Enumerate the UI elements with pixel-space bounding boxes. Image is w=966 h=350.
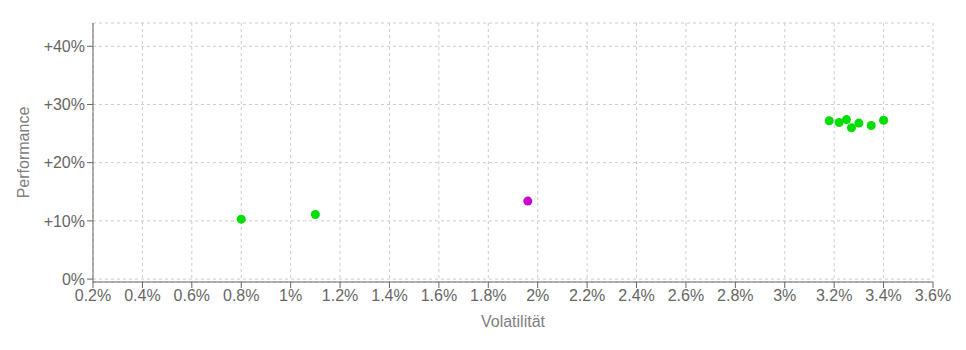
- svg-text:1.4%: 1.4%: [371, 287, 407, 304]
- svg-text:2.6%: 2.6%: [668, 287, 704, 304]
- svg-text:+40%: +40%: [44, 38, 85, 55]
- svg-text:2%: 2%: [526, 287, 549, 304]
- svg-text:0.8%: 0.8%: [223, 287, 259, 304]
- svg-text:+20%: +20%: [44, 154, 85, 171]
- svg-text:0%: 0%: [62, 271, 85, 288]
- svg-text:0.6%: 0.6%: [174, 287, 210, 304]
- svg-text:3.4%: 3.4%: [865, 287, 901, 304]
- svg-text:3.6%: 3.6%: [915, 287, 951, 304]
- svg-text:2.8%: 2.8%: [717, 287, 753, 304]
- svg-text:Performance: Performance: [15, 107, 32, 199]
- svg-text:+30%: +30%: [44, 96, 85, 113]
- svg-text:0.2%: 0.2%: [75, 287, 111, 304]
- svg-text:2.2%: 2.2%: [569, 287, 605, 304]
- svg-text:3.2%: 3.2%: [816, 287, 852, 304]
- svg-text:3%: 3%: [773, 287, 796, 304]
- svg-text:1%: 1%: [279, 287, 302, 304]
- svg-text:Volatilität: Volatilität: [481, 313, 546, 330]
- svg-text:+10%: +10%: [44, 213, 85, 230]
- svg-text:1.8%: 1.8%: [470, 287, 506, 304]
- svg-text:1.6%: 1.6%: [421, 287, 457, 304]
- svg-text:0.4%: 0.4%: [124, 287, 160, 304]
- svg-text:2.4%: 2.4%: [618, 287, 654, 304]
- svg-text:1.2%: 1.2%: [322, 287, 358, 304]
